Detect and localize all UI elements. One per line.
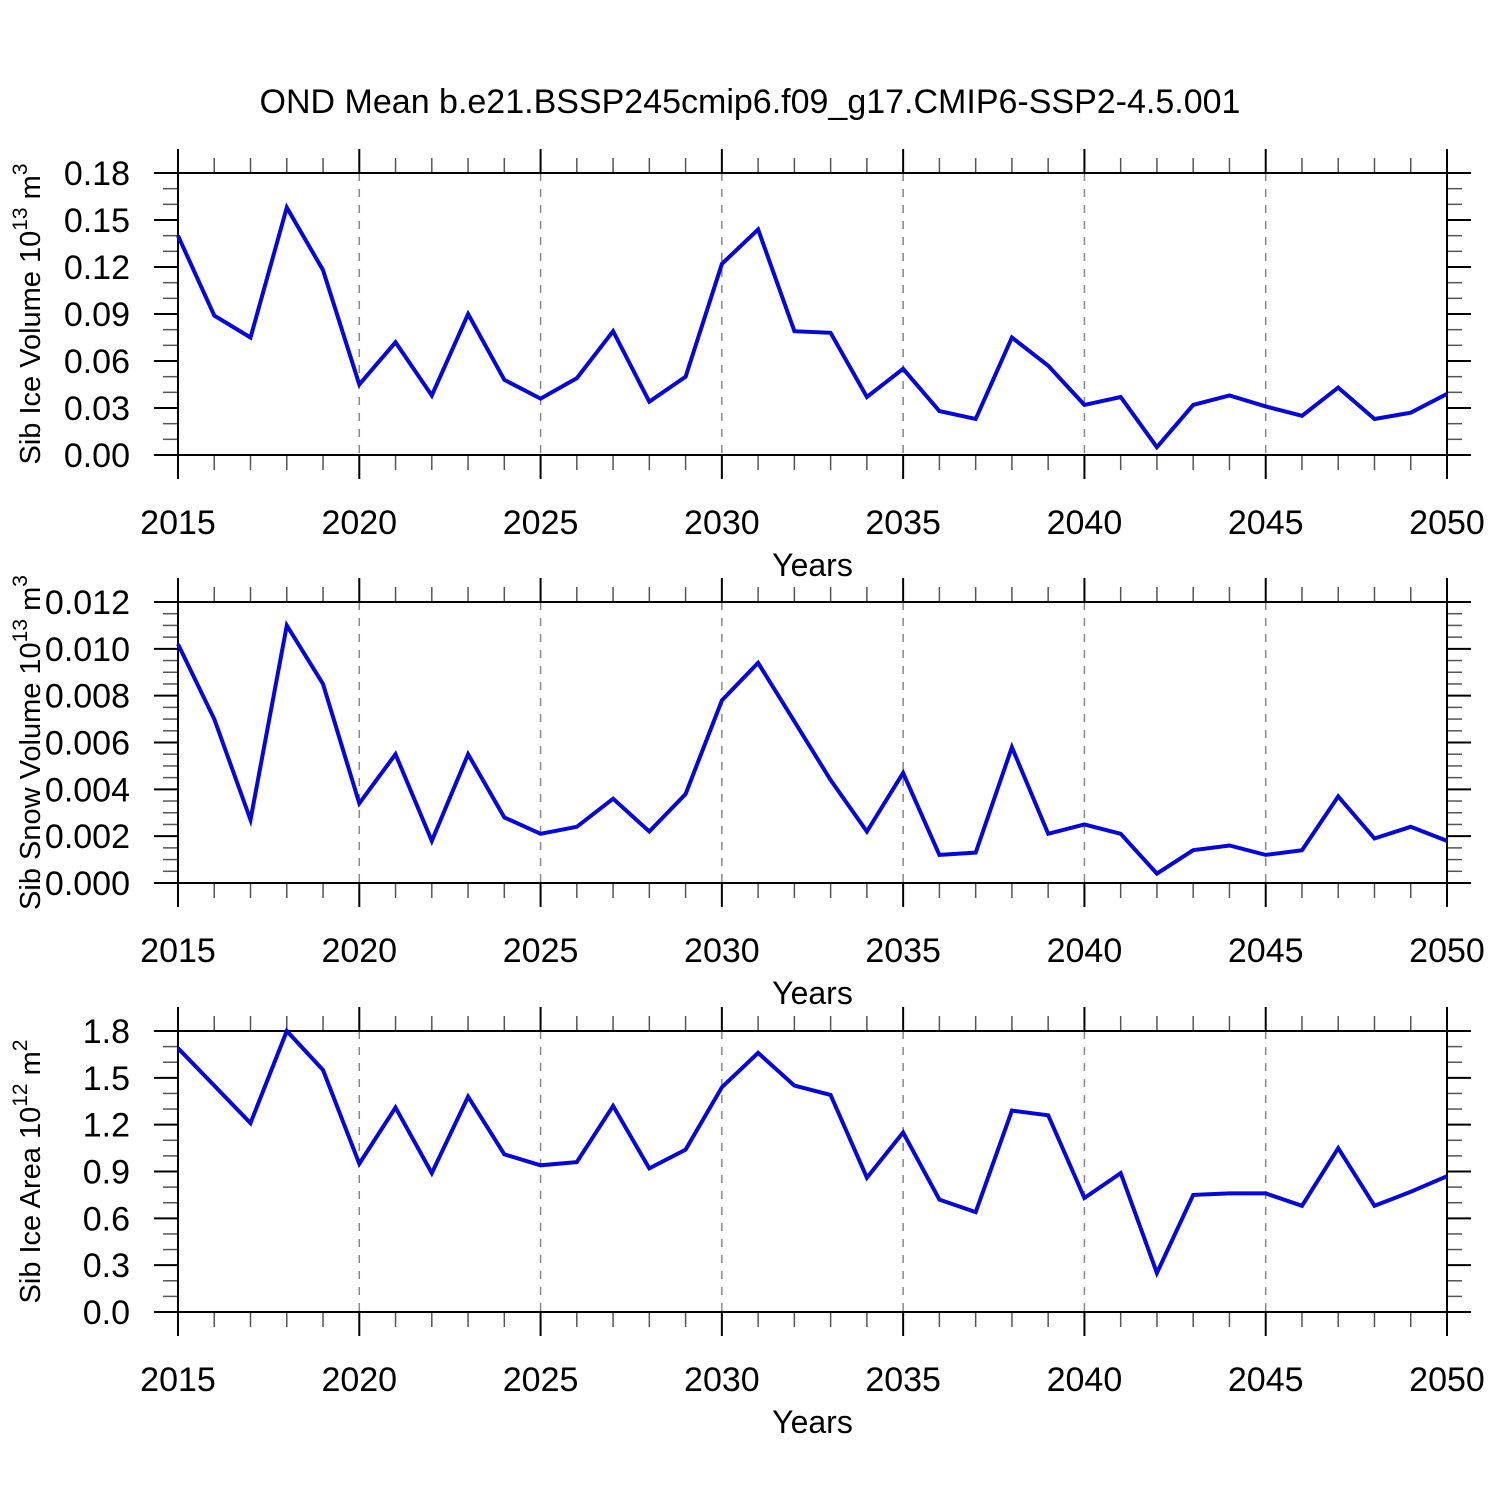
x-tick-label: 2015 — [140, 932, 216, 970]
x-tick-label: 2040 — [1047, 932, 1123, 970]
y-tick-label: 1.8 — [83, 1013, 130, 1051]
figure-title: OND Mean b.e21.BSSP245cmip6.f09_g17.CMIP… — [260, 83, 1241, 121]
x-tick-label: 2045 — [1228, 504, 1304, 542]
data-line-sib-snow-volume — [176, 619, 1448, 877]
y-tick-label: 0.010 — [45, 631, 130, 669]
x-tick-label: 2015 — [140, 1361, 216, 1399]
y-tick-label: 0.002 — [45, 818, 130, 856]
y-tick-label: 0.09 — [64, 296, 130, 334]
x-tick-label: 2050 — [1409, 1361, 1485, 1399]
x-tick-label: 2035 — [865, 504, 941, 542]
x-tick-label: 2025 — [503, 1361, 579, 1399]
x-tick-label: 2040 — [1047, 504, 1123, 542]
x-tick-label: 2030 — [684, 1361, 760, 1399]
y-tick-label: 0.004 — [45, 771, 130, 809]
x-axis-title: Years — [772, 1404, 853, 1440]
y-axis-title: Sib Ice Volume 1013 m3 — [9, 163, 47, 464]
y-tick-label: 0.000 — [45, 865, 130, 903]
axis-frame — [177, 1030, 1448, 1313]
y-axis-title: Sib Snow Volume 1013 m3 — [9, 575, 47, 910]
data-line-sib-ice-area — [176, 1027, 1448, 1279]
y-tick-label: 0.06 — [64, 343, 130, 381]
y-tick-label: 0.03 — [64, 390, 130, 428]
panel-sib-snow-volume: 2015 2020 2025 2030 2035 2040 2045 2050 0.000 0.0… — [9, 575, 1485, 1011]
panel-sib-ice-volume: 2015 2020 2025 2030 2035 2040 2045 2050 0.00 0.03… — [9, 149, 1485, 583]
x-tick-label: 2025 — [503, 932, 579, 970]
y-tick-label: 0.00 — [64, 437, 130, 475]
y-tick-label: 1.5 — [83, 1060, 130, 1098]
y-tick-label: 0.15 — [64, 202, 130, 240]
x-tick-label: 2030 — [684, 932, 760, 970]
y-tick-label: 1.2 — [83, 1107, 130, 1145]
axis-frame — [177, 601, 1448, 884]
x-tick-label: 2020 — [321, 1361, 397, 1399]
x-tick-label: 2035 — [865, 932, 941, 970]
x-tick-label: 2045 — [1228, 1361, 1304, 1399]
y-tick-label: 0.006 — [45, 725, 130, 763]
y-tick-label: 0.008 — [45, 678, 130, 716]
y-tick-label: 0.18 — [64, 155, 130, 193]
y-tick-label: 0.012 — [45, 584, 130, 622]
x-tick-label: 2050 — [1409, 932, 1485, 970]
x-tick-label: 2045 — [1228, 932, 1304, 970]
y-tick-label: 0.6 — [83, 1200, 130, 1238]
x-tick-label: 2025 — [503, 504, 579, 542]
x-tick-label: 2030 — [684, 504, 760, 542]
x-axis-title: Years — [772, 975, 853, 1011]
x-tick-label: 2040 — [1047, 1361, 1123, 1399]
x-axis-title: Years — [772, 547, 853, 583]
y-tick-label: 0.12 — [64, 249, 130, 287]
y-tick-label: 0.3 — [83, 1247, 130, 1285]
y-axis-title: Sib Ice Area 1012 m2 — [9, 1040, 47, 1304]
x-tick-label: 2035 — [865, 1361, 941, 1399]
panel-sib-ice-area: 2015 2020 2025 2030 2035 2040 2045 2050 0.0 0.3 0.… — [9, 1007, 1485, 1440]
x-tick-label: 2050 — [1409, 504, 1485, 542]
x-tick-label: 2015 — [140, 504, 216, 542]
data-line-sib-ice-volume — [176, 202, 1448, 451]
x-tick-label: 2020 — [321, 932, 397, 970]
x-tick-label: 2020 — [321, 504, 397, 542]
axis-frame — [177, 172, 1448, 456]
y-tick-label: 0.0 — [83, 1294, 130, 1332]
y-tick-label: 0.9 — [83, 1154, 130, 1192]
